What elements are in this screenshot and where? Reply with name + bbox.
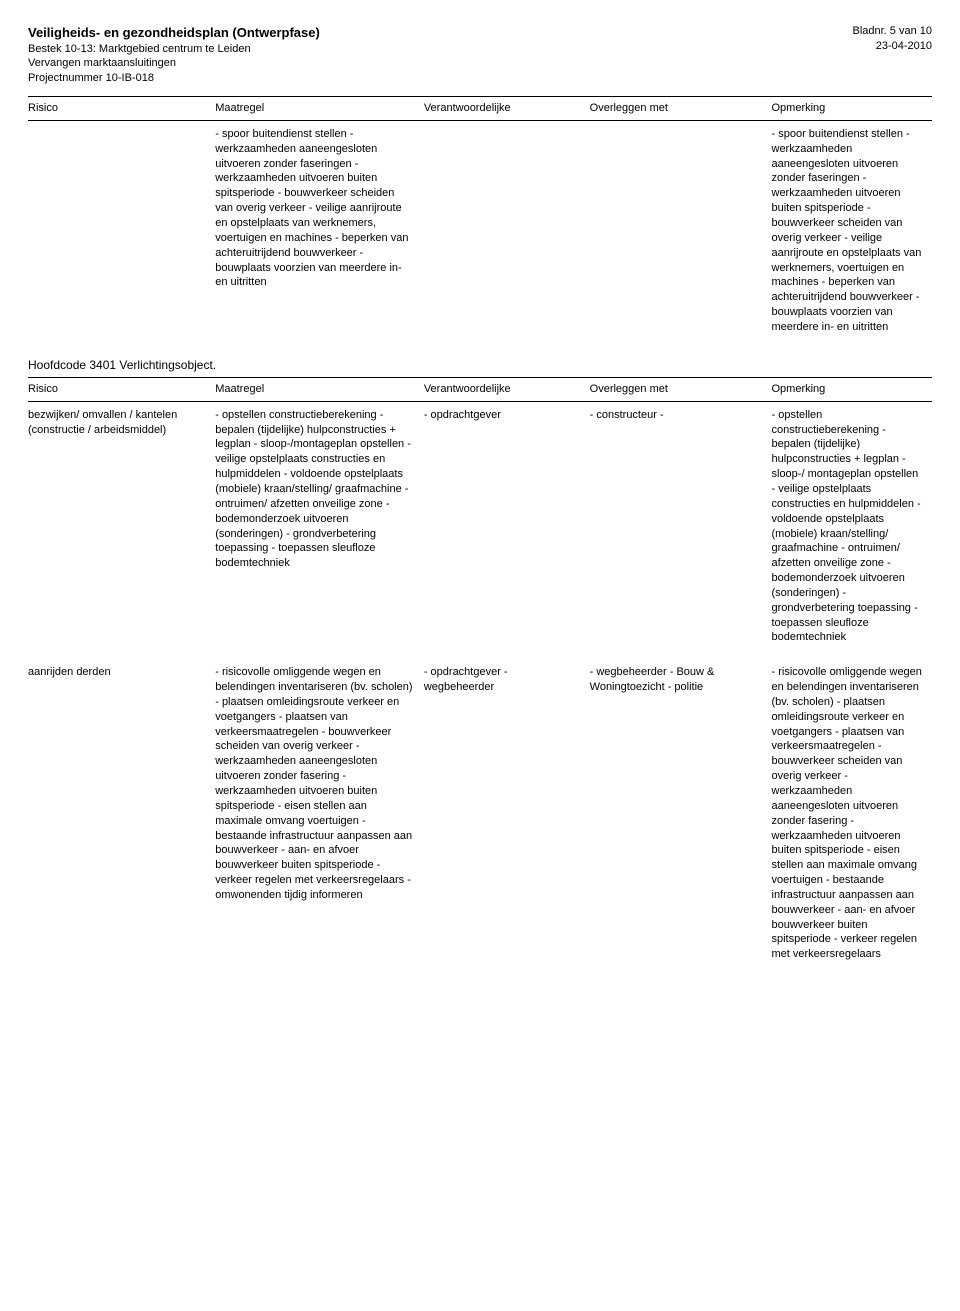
page-number: Bladnr. 5 van 10 <box>852 24 932 39</box>
cell-maatregel: - risicovolle omliggende wegen en belend… <box>215 659 424 976</box>
risk-table-2: Risico Maatregel Verantwoordelijke Overl… <box>28 377 932 976</box>
cell-opmerking: - spoor buitendienst stellen - werkzaamh… <box>772 120 933 348</box>
cell-verantwoordelijke: - opdrachtgever <box>424 401 590 659</box>
doc-title: Veiligheids- en gezondheidsplan (Ontwerp… <box>28 24 320 42</box>
table-row: - spoor buitendienst stellen - werkzaamh… <box>28 120 932 348</box>
col-opmerking: Opmerking <box>772 97 933 121</box>
risk-table-1: Risico Maatregel Verantwoordelijke Overl… <box>28 96 932 349</box>
cell-opmerking: - risicovolle omliggende wegen en belend… <box>772 659 933 976</box>
cell-overleggen: - constructeur - <box>590 401 772 659</box>
table-header-row: Risico Maatregel Verantwoordelijke Overl… <box>28 377 932 401</box>
cell-verantwoordelijke <box>424 120 590 348</box>
col-overleggen: Overleggen met <box>590 377 772 401</box>
doc-subtitle-3: Projectnummer 10-IB-018 <box>28 71 320 86</box>
table-header-row: Risico Maatregel Verantwoordelijke Overl… <box>28 97 932 121</box>
cell-risico: bezwijken/ omvallen / kantelen (construc… <box>28 401 215 659</box>
cell-verantwoordelijke: - opdrachtgever - wegbeheerder <box>424 659 590 976</box>
cell-overleggen: - wegbeheerder - Bouw & Woningtoezicht -… <box>590 659 772 976</box>
cell-maatregel: - opstellen constructieberekening - bepa… <box>215 401 424 659</box>
page-date: 23-04-2010 <box>852 39 932 54</box>
col-verantwoordelijke: Verantwoordelijke <box>424 377 590 401</box>
col-maatregel: Maatregel <box>215 377 424 401</box>
col-risico: Risico <box>28 377 215 401</box>
cell-maatregel: - spoor buitendienst stellen - werkzaamh… <box>215 120 424 348</box>
cell-risico: aanrijden derden <box>28 659 215 976</box>
cell-opmerking: - opstellen constructieberekening - bepa… <box>772 401 933 659</box>
col-maatregel: Maatregel <box>215 97 424 121</box>
doc-subtitle-2: Vervangen marktaansluitingen <box>28 56 320 71</box>
col-opmerking: Opmerking <box>772 377 933 401</box>
table-row: bezwijken/ omvallen / kantelen (construc… <box>28 401 932 659</box>
table-row: aanrijden derden - risicovolle omliggend… <box>28 659 932 976</box>
col-risico: Risico <box>28 97 215 121</box>
section-title: Hoofdcode 3401 Verlichtingsobject. <box>28 357 932 373</box>
col-overleggen: Overleggen met <box>590 97 772 121</box>
header-right: Bladnr. 5 van 10 23-04-2010 <box>852 24 932 86</box>
doc-subtitle-1: Bestek 10-13: Marktgebied centrum te Lei… <box>28 42 320 57</box>
cell-risico <box>28 120 215 348</box>
header-left: Veiligheids- en gezondheidsplan (Ontwerp… <box>28 24 320 86</box>
cell-overleggen <box>590 120 772 348</box>
page-header: Veiligheids- en gezondheidsplan (Ontwerp… <box>28 24 932 86</box>
col-verantwoordelijke: Verantwoordelijke <box>424 97 590 121</box>
